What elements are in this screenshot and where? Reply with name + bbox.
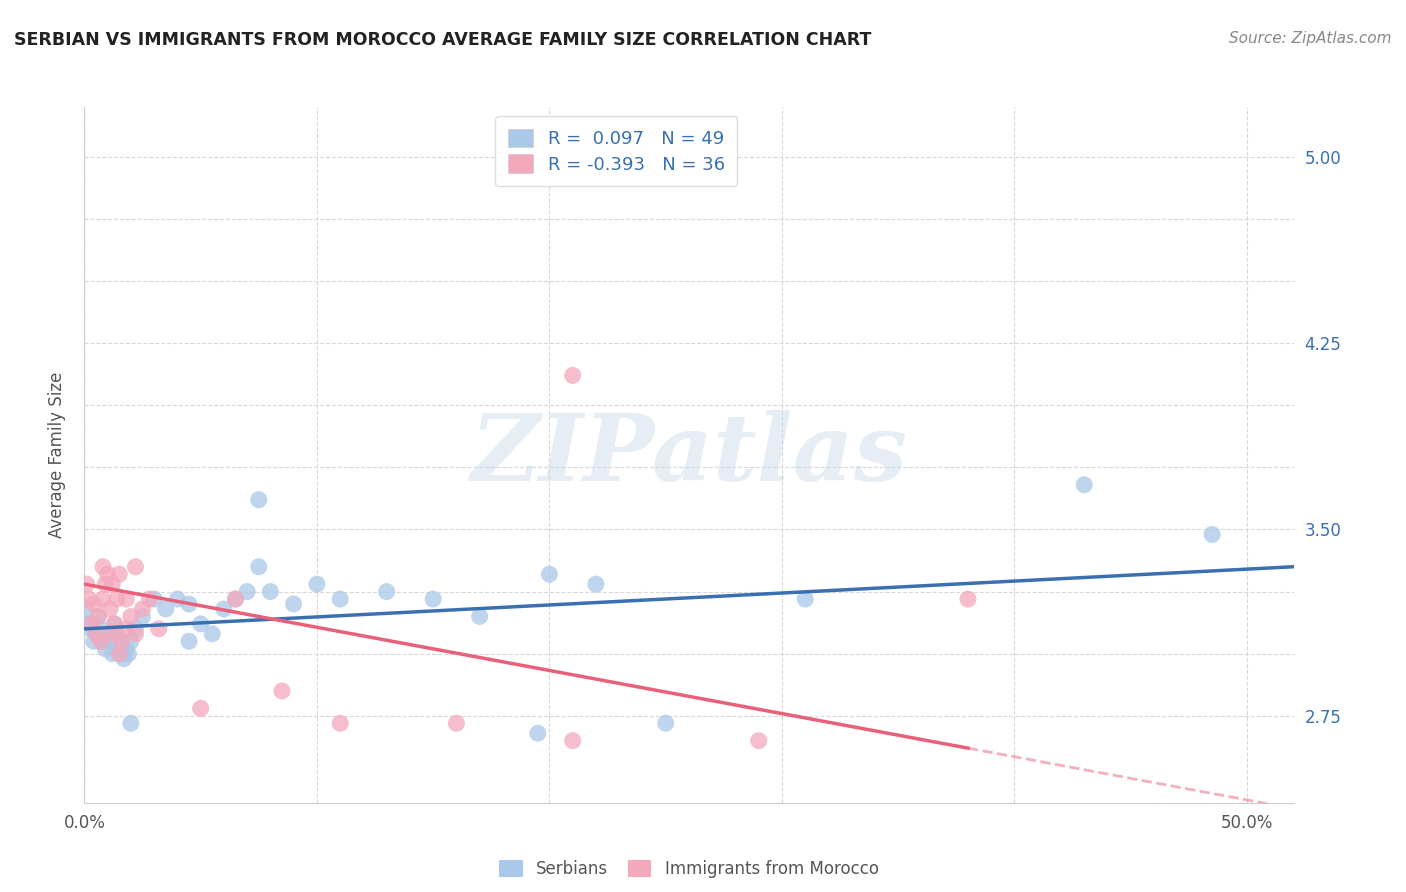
Point: [329, 716, 352, 731]
Point: [76, 602, 98, 616]
Point: [105, 627, 128, 641]
Point: [138, 592, 160, 607]
Point: [748, 733, 770, 747]
Point: [155, 602, 177, 616]
Point: [98, 602, 121, 616]
Point: [104, 616, 127, 631]
Point: [90, 622, 112, 636]
Y-axis label: Average Family Size: Average Family Size: [48, 372, 66, 538]
Point: [271, 684, 294, 698]
Point: [91, 592, 114, 607]
Point: [87, 609, 110, 624]
Point: [120, 609, 142, 624]
Point: [104, 616, 127, 631]
Point: [225, 592, 247, 607]
Point: [654, 716, 676, 731]
Point: [177, 634, 200, 648]
Point: [97, 567, 120, 582]
Point: [131, 609, 153, 624]
Point: [101, 577, 124, 591]
Point: [110, 647, 132, 661]
Point: [212, 602, 235, 616]
Point: [247, 492, 270, 507]
Point: [201, 627, 224, 641]
Point: [148, 622, 170, 636]
Point: [83, 634, 105, 648]
Text: ZIPatlas: ZIPatlas: [471, 410, 907, 500]
Point: [247, 559, 270, 574]
Point: [90, 634, 112, 648]
Point: [112, 651, 135, 665]
Point: [91, 559, 114, 574]
Point: [283, 597, 305, 611]
Point: [120, 634, 142, 648]
Point: [84, 627, 107, 641]
Point: [1201, 527, 1223, 541]
Point: [468, 609, 491, 624]
Point: [446, 716, 468, 731]
Point: [166, 592, 188, 607]
Point: [190, 701, 212, 715]
Point: [120, 716, 142, 731]
Point: [305, 577, 328, 591]
Point: [177, 597, 200, 611]
Point: [117, 647, 139, 661]
Point: [77, 592, 100, 607]
Point: [422, 592, 444, 607]
Point: [105, 592, 128, 607]
Point: [527, 726, 550, 740]
Point: [131, 602, 153, 616]
Point: [538, 567, 561, 582]
Point: [259, 584, 281, 599]
Point: [115, 622, 138, 636]
Point: [87, 609, 110, 624]
Point: [94, 577, 117, 591]
Point: [80, 616, 103, 631]
Point: [956, 592, 979, 607]
Point: [329, 592, 352, 607]
Legend: Serbians, Immigrants from Morocco: Serbians, Immigrants from Morocco: [492, 854, 886, 885]
Point: [94, 641, 117, 656]
Point: [225, 592, 247, 607]
Point: [115, 592, 138, 607]
Point: [76, 577, 98, 591]
Point: [561, 733, 583, 747]
Point: [77, 616, 100, 631]
Point: [585, 577, 607, 591]
Point: [101, 627, 124, 641]
Point: [108, 634, 131, 648]
Point: [1073, 477, 1095, 491]
Point: [236, 584, 259, 599]
Point: [190, 616, 212, 631]
Point: [124, 627, 146, 641]
Point: [794, 592, 817, 607]
Point: [91, 634, 114, 648]
Point: [83, 597, 105, 611]
Point: [124, 622, 146, 636]
Point: [110, 634, 132, 648]
Point: [98, 634, 121, 648]
Point: [84, 627, 107, 641]
Point: [561, 368, 583, 383]
Point: [375, 584, 398, 599]
Point: [80, 622, 103, 636]
Point: [124, 559, 146, 574]
Point: [97, 627, 120, 641]
Text: SERBIAN VS IMMIGRANTS FROM MOROCCO AVERAGE FAMILY SIZE CORRELATION CHART: SERBIAN VS IMMIGRANTS FROM MOROCCO AVERA…: [14, 31, 872, 49]
Point: [143, 592, 166, 607]
Point: [115, 641, 138, 656]
Point: [108, 567, 131, 582]
Point: [108, 647, 131, 661]
Text: Source: ZipAtlas.com: Source: ZipAtlas.com: [1229, 31, 1392, 46]
Point: [101, 647, 124, 661]
